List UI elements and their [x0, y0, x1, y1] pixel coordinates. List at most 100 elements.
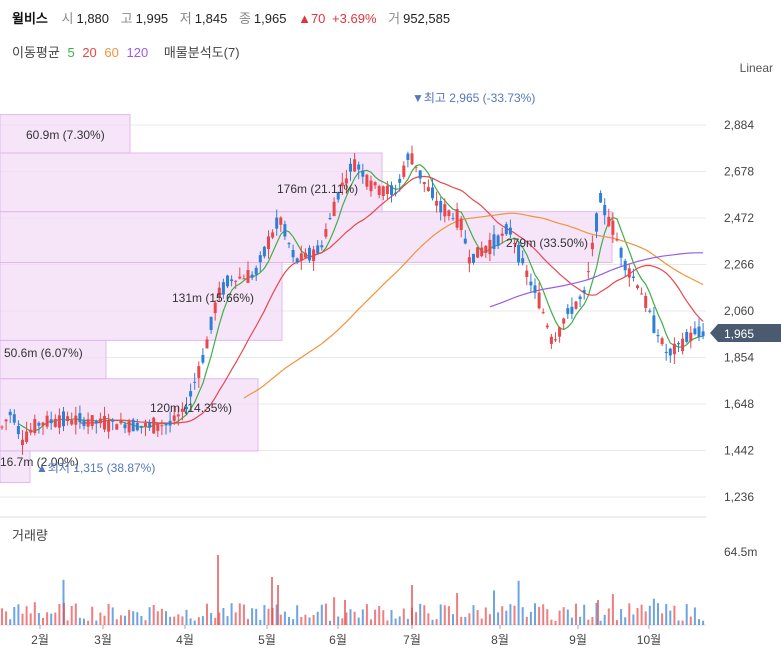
candle-body	[574, 301, 578, 309]
volume-bar	[378, 606, 381, 625]
ma20-label: 20	[82, 45, 97, 60]
volume-bar	[603, 614, 606, 625]
candle-body	[185, 406, 188, 410]
volume-bar	[513, 605, 516, 625]
volume-bar	[468, 613, 471, 625]
candle-body	[644, 296, 648, 308]
candle-body	[139, 425, 143, 427]
candle-body	[562, 318, 566, 324]
candle-body	[74, 415, 78, 425]
candle-body	[701, 331, 705, 337]
volume-bar	[607, 608, 610, 625]
volume-bar	[415, 612, 418, 625]
volume-profile-bar	[0, 114, 131, 154]
volume-bar	[42, 617, 44, 625]
y-tick-label: 2,884	[724, 118, 754, 132]
volume-bar	[386, 620, 389, 625]
candle-body	[357, 164, 361, 170]
open-label: 시	[61, 11, 74, 26]
candle-body	[447, 210, 451, 216]
candle-body	[381, 186, 385, 197]
volume-bar	[341, 618, 344, 625]
candle-body	[533, 285, 537, 293]
volume-bar	[132, 611, 135, 625]
volume-bar	[505, 610, 508, 625]
ma-label: 이동평균	[12, 45, 60, 60]
candle-body	[484, 245, 488, 253]
candle-body	[607, 216, 611, 226]
candle-body	[623, 260, 627, 271]
volume-bar	[521, 607, 524, 625]
candle-body	[41, 422, 45, 426]
indicator-legend[interactable]: 이동평균 5 20 60 120 매물분석도(7)	[12, 42, 244, 61]
volume-bar	[345, 612, 348, 625]
candle-body	[640, 293, 644, 295]
ma60-label: 60	[104, 45, 119, 60]
volume-bar	[509, 604, 512, 625]
candle-body	[209, 316, 213, 330]
volume-bar	[423, 605, 426, 625]
candle-body	[242, 278, 246, 280]
candle-body	[160, 425, 164, 427]
candle-body	[316, 245, 320, 254]
volume-profile-label: 60.9m (7.30%)	[26, 128, 105, 142]
candle-body	[148, 422, 152, 428]
volume-bar	[685, 604, 688, 625]
candle-body	[25, 431, 29, 442]
candle-body	[545, 325, 549, 328]
volume-bar	[222, 607, 225, 625]
open-value: 1,880	[76, 11, 110, 26]
volume-bar	[419, 603, 422, 625]
candle-body	[324, 229, 328, 237]
candle-body	[648, 310, 652, 312]
candle-body	[652, 315, 656, 333]
volume-bar	[247, 618, 249, 625]
candle-body	[62, 411, 65, 427]
volume-bar	[13, 606, 16, 625]
candle-body	[578, 296, 582, 300]
volume-bar	[99, 612, 102, 625]
volume-profile-label: 176m (21.11%)	[277, 182, 358, 196]
candle-body	[541, 312, 545, 314]
candle-body	[127, 421, 131, 433]
candle-body	[656, 335, 660, 337]
candle-body	[111, 420, 115, 422]
scale-toggle[interactable]: Linear	[739, 61, 773, 75]
candle-body	[176, 414, 180, 417]
volume-bar	[63, 603, 65, 625]
volume-bar	[597, 600, 599, 625]
volume-bar	[452, 614, 454, 625]
candle-body	[668, 348, 672, 356]
candle-body	[418, 170, 422, 179]
volume-bar	[566, 609, 569, 625]
candle-body	[78, 413, 82, 423]
volume-bar	[583, 604, 586, 625]
volume-bar	[238, 603, 241, 625]
volume-bar	[292, 619, 295, 625]
candle-body	[549, 336, 553, 344]
change-pct: +3.69%	[332, 11, 377, 26]
volume-profile-label: 279m (33.50%)	[506, 236, 588, 250]
volume-bar	[349, 609, 352, 625]
volume-bar	[669, 610, 672, 625]
candle-body	[131, 419, 135, 432]
volume-bar	[443, 605, 446, 625]
volume-bar	[374, 609, 377, 625]
candle-body	[115, 424, 119, 430]
candle-body	[480, 247, 484, 257]
volume-bar	[570, 617, 573, 625]
volume-bar	[259, 619, 262, 625]
volume-bar	[217, 555, 219, 625]
candle-body	[107, 420, 111, 432]
candle-body	[685, 332, 689, 342]
candle-body	[500, 233, 504, 236]
volume-bar	[689, 616, 692, 625]
volume-bar	[263, 605, 266, 625]
volume-value: 952,585	[403, 11, 451, 26]
y-tick-label: 2,678	[724, 165, 754, 179]
ma120-label: 120	[126, 45, 149, 60]
volume-bar	[681, 620, 684, 625]
y-tick-label: 2,266	[724, 258, 754, 272]
candle-body	[603, 204, 607, 216]
